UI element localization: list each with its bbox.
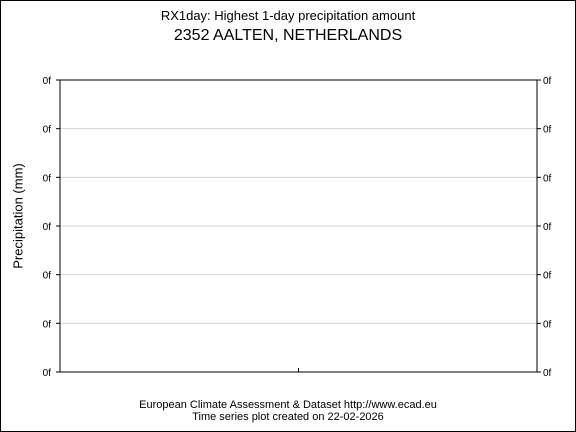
y-tick-label-left: 0f: [43, 173, 52, 184]
y-tick-label-right: 0f: [543, 319, 552, 330]
y-tick-label-left: 0f: [43, 368, 52, 379]
chart-subtitle: 2352 AALTEN, NETHERLANDS: [173, 27, 403, 44]
y-tick-label-left: 0f: [43, 76, 52, 87]
y-tick-label-right: 0f: [543, 76, 552, 87]
y-tick-label-right: 0f: [543, 368, 552, 379]
y-tick-label-right: 0f: [543, 271, 552, 282]
y-tick-label-right: 0f: [543, 173, 552, 184]
y-tick-label-left: 0f: [43, 271, 52, 282]
y-tick-label-left: 0f: [43, 125, 52, 136]
footer-created-date: Time series plot created on 22-02-2026: [192, 411, 384, 423]
y-tick-label-right: 0f: [543, 125, 552, 136]
chart-title: RX1day: Highest 1-day precipitation amou…: [160, 8, 416, 23]
footer-credit: European Climate Assessment & Dataset ht…: [139, 399, 437, 411]
y-tick-label-right: 0f: [543, 222, 552, 233]
y-tick-label-left: 0f: [43, 222, 52, 233]
y-tick-label-left: 0f: [43, 319, 52, 330]
